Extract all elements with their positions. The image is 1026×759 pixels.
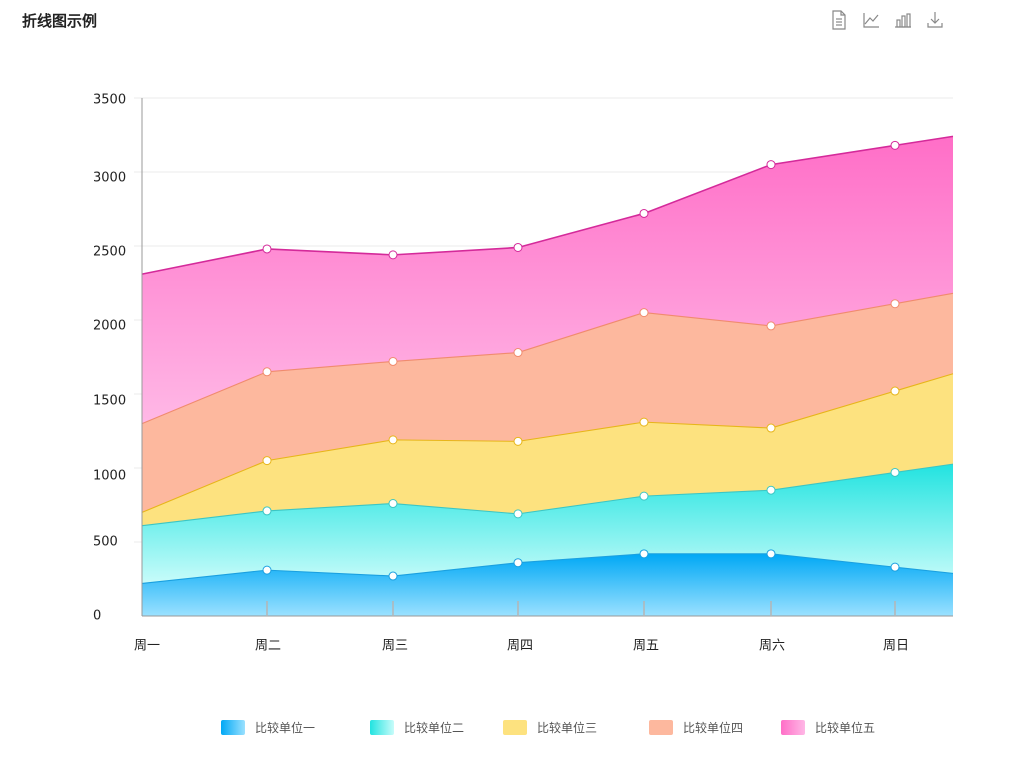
switch-line-button[interactable]: [862, 10, 880, 30]
data-point-series-5: [262, 244, 272, 254]
legend-item-1[interactable]: 比较单位一: [221, 719, 315, 736]
legend-item-3[interactable]: 比较单位三: [503, 719, 597, 736]
legend-label: 比较单位四: [683, 721, 744, 735]
line-series-3: [141, 373, 954, 513]
chart-toolbar: [830, 10, 944, 30]
legend-item-2[interactable]: 比较单位二: [370, 719, 464, 736]
y-tick-label: 3000: [93, 171, 126, 186]
data-point-series-5: [513, 242, 523, 252]
legend-label: 比较单位二: [404, 721, 465, 735]
x-tick-label: 周日: [883, 639, 909, 654]
data-view-icon: [832, 10, 846, 30]
y-tick-label: 500: [93, 535, 118, 550]
x-tick-label: 周四: [507, 639, 533, 654]
line-chart-icon: [863, 13, 879, 28]
data-point-series-3: [513, 436, 523, 446]
chart-legend: 比较单位一 比较单位二 比较单位三 比较单位四 比较单位五: [0, 719, 1026, 739]
data-point-series-2: [890, 467, 900, 477]
stacked-area-chart: 0 500 1000 1500 2000 2500 3000 3500 周一 周二 周三 周四 周五 周六…: [93, 93, 954, 654]
data-point-series-1: [262, 565, 272, 575]
data-point-series-2: [513, 509, 523, 519]
legend-label: 比较单位一: [255, 721, 316, 735]
legend-swatch: [221, 720, 245, 735]
y-tick-label: 3500: [93, 93, 126, 108]
chart-title: 折线图示例: [22, 12, 98, 30]
data-point-series-4: [388, 356, 398, 366]
bar-chart-icon: [895, 13, 911, 28]
x-tick-label: 周五: [633, 639, 659, 654]
legend-swatch: [781, 720, 805, 735]
data-point-series-4: [262, 367, 272, 377]
download-icon: [927, 12, 943, 28]
legend-swatch: [503, 720, 527, 735]
area-series-3: [142, 373, 953, 526]
data-point-series-3: [639, 417, 649, 427]
data-point-series-4: [513, 348, 523, 358]
data-point-series-2: [766, 485, 776, 495]
y-tick-label: 1500: [93, 394, 126, 409]
data-point-series-5: [388, 250, 398, 260]
data-point-series-1: [639, 549, 649, 559]
data-point-series-2: [639, 491, 649, 501]
y-tick-label: 1000: [93, 469, 126, 484]
x-tick-label: 周一: [134, 639, 160, 654]
data-point-series-3: [262, 456, 272, 466]
data-point-series-4: [766, 321, 776, 331]
data-point-series-5: [766, 160, 776, 170]
legend-item-4[interactable]: 比较单位四: [649, 719, 743, 736]
data-point-series-3: [766, 423, 776, 433]
data-point-series-4: [890, 299, 900, 309]
data-point-series-4: [639, 308, 649, 318]
line-series-2: [141, 463, 954, 527]
area-series-1: [142, 553, 953, 616]
data-view-button[interactable]: [830, 10, 848, 30]
data-point-series-5: [890, 140, 900, 150]
data-point-series-3: [890, 386, 900, 396]
y-tick-label: 2500: [93, 245, 126, 260]
data-point-series-3: [388, 435, 398, 445]
data-point-series-2: [388, 499, 398, 509]
x-tick-label: 周六: [759, 639, 785, 654]
legend-label: 比较单位五: [815, 721, 876, 735]
legend-item-5[interactable]: 比较单位五: [781, 719, 875, 736]
switch-bar-button[interactable]: [894, 10, 912, 30]
y-tick-label: 2000: [93, 319, 126, 334]
save-image-button[interactable]: [926, 10, 944, 30]
data-point-series-5: [639, 208, 649, 218]
line-series-4: [141, 292, 954, 425]
data-point-series-2: [262, 506, 272, 516]
line-series-1: [141, 553, 954, 584]
area-series-4: [142, 293, 953, 513]
x-tick-label: 周三: [382, 639, 408, 654]
x-tick-label: 周二: [255, 639, 281, 654]
legend-swatch: [370, 720, 394, 735]
data-point-series-1: [513, 558, 523, 568]
legend-label: 比较单位三: [537, 721, 598, 735]
data-point-series-1: [766, 549, 776, 559]
area-series-5: [142, 136, 953, 424]
data-point-series-1: [388, 571, 398, 581]
data-point-series-1: [890, 562, 900, 572]
line-series-5: [141, 135, 954, 275]
y-tick-label: 0: [93, 609, 101, 624]
legend-swatch: [649, 720, 673, 735]
